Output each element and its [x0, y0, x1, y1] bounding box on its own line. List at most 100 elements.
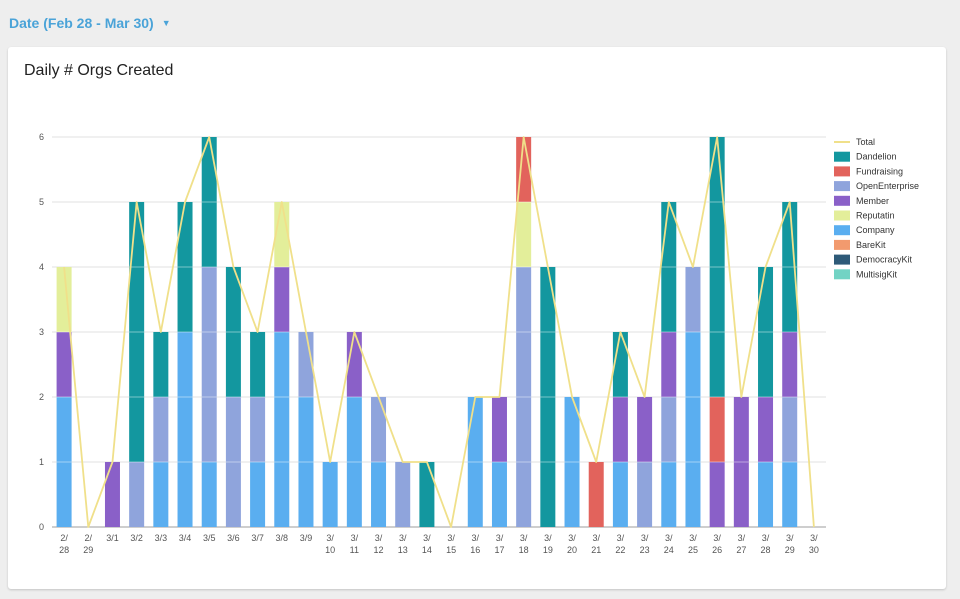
- bar-segment-openenterprise: [685, 267, 701, 332]
- bar-segment-company: [685, 332, 701, 527]
- x-tick-label: 3/: [326, 533, 334, 543]
- bar-segment-fundraising: [588, 462, 604, 527]
- bar-segment-member: [637, 397, 653, 462]
- x-tick-label: 3/6: [227, 533, 240, 543]
- x-tick-label: 19: [543, 545, 553, 555]
- x-tick-label: 17: [494, 545, 504, 555]
- legend-label: Member: [856, 196, 889, 206]
- bar-segment-company: [201, 462, 217, 527]
- x-tick-label: 12: [374, 545, 384, 555]
- x-tick-label: 13: [398, 545, 408, 555]
- x-tick-label: 27: [736, 545, 746, 555]
- x-tick-label: 28: [59, 545, 69, 555]
- x-tick-label: 11: [350, 545, 359, 555]
- bar-segment-openenterprise: [637, 462, 653, 527]
- x-tick-label: 3/: [351, 533, 359, 543]
- bar-segment-company: [612, 462, 628, 527]
- legend-label: BareKit: [856, 240, 886, 250]
- bar-segment-openenterprise: [371, 397, 387, 462]
- legend-swatch-democracykit: [834, 254, 850, 265]
- x-tick-label: 16: [470, 545, 480, 555]
- x-tick-label: 3/: [665, 533, 673, 543]
- bar-segment-fundraising: [709, 397, 725, 462]
- legend-label: Total: [856, 137, 875, 147]
- y-tick-label: 0: [39, 522, 44, 532]
- legend-swatch-company: [834, 225, 850, 236]
- date-filter[interactable]: Date (Feb 28 - Mar 30) ▼: [9, 15, 171, 31]
- bar-segment-reputatin: [516, 202, 532, 267]
- x-tick-label: 29: [785, 545, 795, 555]
- bar-segment-openenterprise: [153, 397, 169, 462]
- x-tick-label: 3/5: [203, 533, 216, 543]
- bar-segment-member: [758, 397, 774, 462]
- x-tick-label: 3/1: [106, 533, 119, 543]
- x-tick-label: 3/: [689, 533, 697, 543]
- bar-segment-dandelion: [153, 332, 169, 397]
- x-tick-label: 15: [446, 545, 456, 555]
- bar-segment-company: [177, 332, 193, 527]
- x-tick-label: 23: [640, 545, 650, 555]
- bar-segment-company: [661, 462, 677, 527]
- legend-label: OpenEnterprise: [856, 181, 919, 191]
- x-tick-label: 2/: [60, 533, 68, 543]
- x-tick-label: 3/4: [179, 533, 192, 543]
- legend-label: DemocracyKit: [856, 255, 913, 265]
- legend-swatch-fundraising: [834, 166, 850, 177]
- bar-segment-member: [274, 267, 290, 332]
- x-tick-label: 25: [688, 545, 698, 555]
- x-tick-label: 20: [567, 545, 577, 555]
- y-tick-label: 1: [39, 457, 44, 467]
- bar-segment-member: [709, 462, 725, 527]
- bar-segment-company: [491, 462, 507, 527]
- x-tick-label: 14: [422, 545, 432, 555]
- x-tick-label: 18: [519, 545, 529, 555]
- x-tick-label: 3/: [810, 533, 818, 543]
- x-tick-label: 3/: [496, 533, 504, 543]
- bar-segment-openenterprise: [395, 462, 411, 527]
- date-filter-label: Date (Feb 28 - Mar 30): [9, 15, 154, 31]
- x-tick-label: 3/: [762, 533, 770, 543]
- bar-segment-company: [758, 462, 774, 527]
- x-tick-label: 3/: [447, 533, 455, 543]
- x-tick-label: 3/: [786, 533, 794, 543]
- bar-segment-member: [56, 332, 72, 397]
- y-tick-label: 3: [39, 327, 44, 337]
- x-tick-label: 3/: [568, 533, 576, 543]
- x-tick-label: 29: [83, 545, 93, 555]
- x-tick-label: 24: [664, 545, 674, 555]
- legend-label: Dandelion: [856, 152, 897, 162]
- bar-segment-member: [491, 397, 507, 462]
- chart-title: Daily # Orgs Created: [24, 62, 174, 79]
- legend-label: Company: [856, 225, 895, 235]
- x-tick-label: 3/2: [130, 533, 143, 543]
- legend-swatch-barekit: [834, 239, 850, 250]
- bar-segment-openenterprise: [129, 462, 145, 527]
- bar-segment-company: [371, 462, 387, 527]
- x-tick-label: 3/: [375, 533, 383, 543]
- caret-down-icon: ▼: [161, 18, 171, 28]
- x-tick-label: 21: [591, 545, 601, 555]
- x-tick-label: 3/3: [155, 533, 168, 543]
- bar-segment-member: [661, 332, 677, 397]
- bar-segment-member: [782, 332, 798, 397]
- total-line: [63, 136, 815, 528]
- x-tick-label: 3/: [399, 533, 407, 543]
- bar-segment-openenterprise: [201, 267, 217, 462]
- x-tick-label: 3/8: [276, 533, 289, 543]
- x-tick-label: 3/: [738, 533, 746, 543]
- legend-label: MultisigKit: [856, 269, 898, 279]
- x-tick-label: 30: [809, 545, 819, 555]
- y-tick-label: 4: [39, 262, 44, 272]
- x-tick-label: 3/: [472, 533, 480, 543]
- bar-segment-member: [612, 397, 628, 462]
- legend-swatch-reputatin: [834, 210, 850, 221]
- bar-segment-openenterprise: [250, 397, 266, 462]
- x-tick-label: 3/9: [300, 533, 313, 543]
- bar-segment-dandelion: [250, 332, 266, 397]
- y-tick-label: 6: [39, 132, 44, 142]
- x-tick-label: 3/: [713, 533, 721, 543]
- bar-segment-openenterprise: [661, 397, 677, 462]
- legend-swatch-member: [834, 195, 850, 206]
- bar-segment-openenterprise: [782, 397, 798, 462]
